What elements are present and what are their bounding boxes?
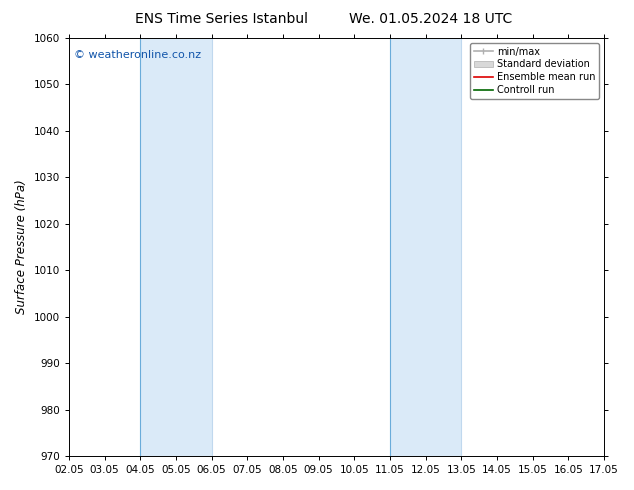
- Bar: [140, 38, 212, 456]
- Text: ENS Time Series Istanbul: ENS Time Series Istanbul: [136, 12, 308, 26]
- Bar: [390, 38, 462, 456]
- Text: We. 01.05.2024 18 UTC: We. 01.05.2024 18 UTC: [349, 12, 513, 26]
- Y-axis label: Surface Pressure (hPa): Surface Pressure (hPa): [15, 179, 28, 314]
- Legend: min/max, Standard deviation, Ensemble mean run, Controll run: min/max, Standard deviation, Ensemble me…: [470, 43, 599, 99]
- Text: © weatheronline.co.nz: © weatheronline.co.nz: [74, 50, 202, 60]
